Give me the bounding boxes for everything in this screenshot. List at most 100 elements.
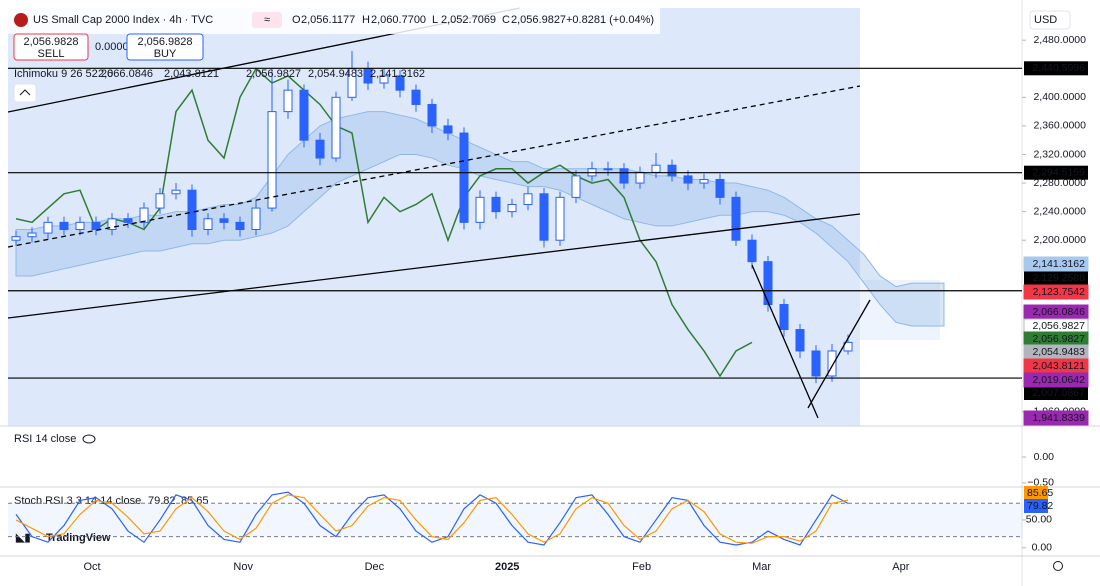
candle-body [299,89,309,141]
candle-body [331,96,341,159]
candle-body [731,196,741,241]
y-tick-label: 2,360.0000 [1033,120,1086,132]
candle-body [187,189,197,231]
y-tick-label: 0.00 [1034,451,1055,463]
sell-button[interactable] [13,33,89,61]
stoch-badge-label: 79.82 [1027,500,1053,512]
ohlc-change: +0.8281 (+0.04%) [566,14,654,26]
candle-body [107,218,117,231]
y-tick-label: 2,480.0000 [1033,34,1086,46]
symbol-logo [14,13,28,27]
candle-body [683,175,693,184]
candle-body [155,193,165,209]
y-tick-label: 2,320.0000 [1033,148,1086,160]
candle-body [395,75,405,91]
ichimoku-value: 2,056.9827 [246,68,301,80]
y-tick-label: 50.00 [1026,514,1052,526]
x-tick-label: Oct [83,561,100,573]
ichimoku-value: 2,141.3162 [370,68,425,80]
stoch-badge [1024,499,1048,513]
compare-button[interactable] [252,12,282,28]
hidden-icon[interactable] [82,434,96,444]
ichimoku-cloud [15,111,945,327]
trend-line [7,85,861,248]
collapse-button[interactable] [13,83,37,103]
collapse-icon [19,89,31,96]
y-tick-label: 2,280.0000 [1033,177,1086,189]
price-badge-label: 2,141.3162 [1032,258,1085,270]
level-badge-label: 2,440.5996 [1032,62,1085,74]
candle-body [171,189,181,195]
candle-body [75,221,85,231]
candle-body [667,164,677,177]
ohlc-label: C [502,14,510,26]
candle-body [795,329,805,352]
stoch-badge-label: 85.65 [1027,487,1053,499]
buy-button[interactable] [126,33,204,61]
legend-bg [0,6,660,34]
ohlc-label: L [432,14,438,26]
candle-body [619,168,629,184]
candle-body [219,218,229,223]
ohlc-value: 2,056.9827 [511,14,566,26]
candle-body [555,196,565,241]
price-badge-label: 2,019.0642 [1032,374,1085,386]
currency[interactable]: USD [1034,14,1057,26]
price-badge-label: 2,066.0846 [1032,306,1085,318]
stoch-d-value: 85.65 [181,495,209,507]
x-tick-label: Feb [632,561,651,573]
candle-body [43,221,53,234]
candle-body [747,239,757,263]
lagging-span [15,67,753,378]
candle-body [779,304,789,331]
candle-body [203,218,213,231]
candle-body [411,89,421,105]
candle-body [315,139,325,159]
y-tick-label: −0.50 [1027,477,1054,489]
sell-label: SELL [38,48,65,60]
candle-body [427,103,437,127]
channel-highlight [8,8,860,426]
candle-body [235,221,245,231]
stoch-badge [1024,486,1048,500]
price-badge [1023,256,1089,272]
candle-body [267,111,277,209]
candle-body [635,171,645,184]
candle-body [91,221,101,231]
x-tick-label: Mar [752,561,771,573]
level-badge [1024,386,1088,400]
price-badge [1023,410,1089,426]
price-badge-label: 1,941.8339 [1032,412,1085,424]
currency-button[interactable] [1029,10,1071,30]
candle-body [603,168,613,171]
brand-logo: TradingView [46,532,111,544]
candle-body [123,218,133,223]
candle-body [651,164,661,173]
candle-body [523,193,533,205]
buy-label: BUY [154,48,177,60]
price-badge-label: 2,123.7542 [1032,286,1085,298]
y-tick-label: 0.00 [1032,542,1053,554]
settings-icon[interactable] [1053,561,1063,571]
ohlc-label: H [362,14,370,26]
candle-body [379,75,389,84]
spread: 0.0000 [95,41,129,53]
symbol-title[interactable]: US Small Cap 2000 Index · 4h · TVC [33,14,213,26]
level-badge [1024,165,1088,180]
trend-line [7,213,861,319]
rsi-title: RSI 14 close [14,433,76,445]
ohlc-label: O [292,14,301,26]
candle-body [491,196,501,213]
level-badge-label: 2,007.0867 [1032,387,1085,399]
price-badge-label: 2,043.8121 [1032,360,1085,372]
candle-body [827,350,837,377]
price-badge [1023,284,1089,300]
level-badge [1024,61,1088,76]
ohlc-value: 2,056.1177 [301,14,355,26]
level-badge-label: 2,129.2588 [1032,272,1085,284]
channel-highlight [860,280,940,340]
candle-body [459,132,469,223]
candle-body [507,203,517,213]
